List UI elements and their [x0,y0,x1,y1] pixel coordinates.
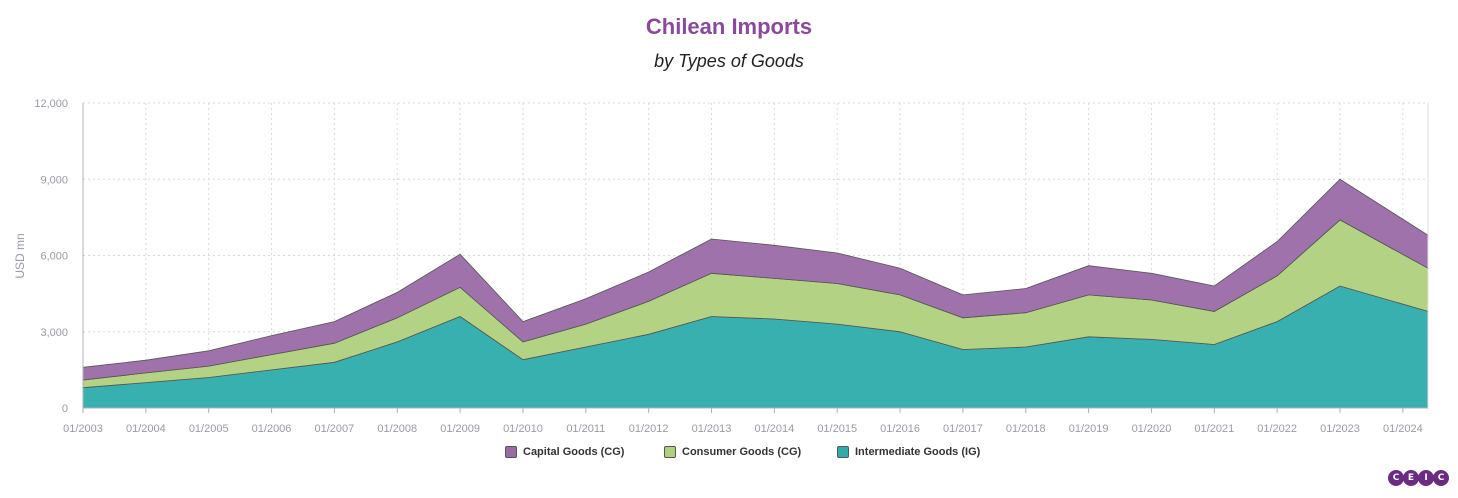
x-tick-label: 01/2020 [1132,423,1172,435]
x-tick-label: 01/2023 [1320,423,1360,435]
x-tick-label: 01/2006 [252,423,292,435]
x-tick-label: 01/2017 [943,423,983,435]
x-tick-label: 01/2022 [1257,423,1297,435]
y-tick-label: 3,000 [40,327,68,339]
y-tick-label: 0 [62,403,68,415]
x-tick-label: 01/2015 [817,423,857,435]
logo-letter: C [1388,470,1404,486]
x-tick-label: 01/2014 [754,423,794,435]
chart-subtitle: by Types of Goods [654,51,804,71]
y-tick-label: 9,000 [40,174,68,186]
chart-legend: Capital Goods (CG) Consumer Goods (CG) I… [0,446,1458,462]
x-tick-label: 01/2018 [1006,423,1046,435]
x-tick-label: 01/2016 [880,423,920,435]
legend-swatch [664,446,676,458]
legend-item-intermediate-goods[interactable]: Intermediate Goods (IG) [837,446,980,458]
legend-swatch [505,446,517,458]
y-tick-label: 6,000 [40,251,68,263]
legend-label: Intermediate Goods (IG) [855,446,981,458]
logo-letter: E [1403,470,1419,486]
x-tick-label: 01/2010 [503,423,543,435]
x-tick-label: 01/2007 [315,423,355,435]
y-tick-label: 12,000 [34,98,68,110]
chart-axes: 0 3,000 6,000 9,000 12,000 01/2003 01/2004 01/2… [34,98,1429,435]
chart-areas [82,178,1429,409]
x-tick-label: 01/2004 [126,423,166,435]
x-tick-label: 01/2019 [1069,423,1109,435]
x-tick-label: 01/2024 [1383,423,1423,435]
x-tick-label: 01/2009 [440,423,480,435]
x-tick-label: 01/2021 [1194,423,1234,435]
chart-title: Chilean Imports [645,14,813,39]
legend-label: Capital Goods (CG) [523,446,625,458]
x-tick-label: 01/2008 [377,423,417,435]
x-tick-label: 01/2013 [692,423,732,435]
x-tick-label: 01/2011 [566,423,605,435]
legend-swatch [837,446,849,458]
y-axis-label: USD mn [13,233,27,278]
logo-letter: C [1433,470,1449,486]
x-tick-label: 01/2012 [629,423,669,435]
legend-item-capital-goods[interactable]: Capital Goods (CG) [505,446,624,458]
legend-item-consumer-goods[interactable]: Consumer Goods (CG) [664,446,801,458]
logo-letter: I [1418,470,1434,486]
ceic-logo: C E I C [1388,470,1449,486]
legend-label: Consumer Goods (CG) [682,446,802,458]
x-tick-label: 01/2003 [63,423,103,435]
x-tick-label: 01/2005 [189,423,229,435]
